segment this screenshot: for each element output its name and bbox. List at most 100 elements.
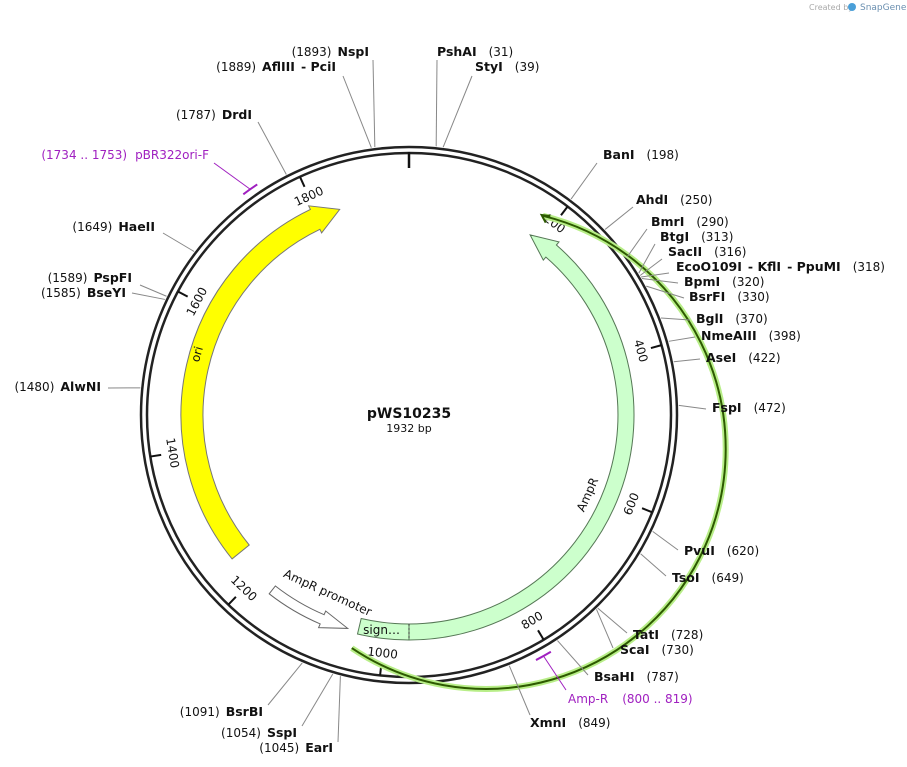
enzyme-leader	[639, 258, 663, 276]
enzyme-position: (1054)	[221, 726, 261, 740]
enzyme-name: AlwNI	[60, 379, 101, 394]
enzyme-leader	[570, 162, 598, 200]
enzyme-name: PvuI	[684, 543, 715, 558]
tick-label: 800	[519, 609, 546, 633]
enzyme-position: (1787)	[176, 108, 216, 122]
enzyme-position: (320)	[732, 275, 764, 289]
tick-label: 1400	[163, 437, 182, 469]
enzyme-position: (787)	[647, 670, 679, 684]
enzyme-leader	[442, 75, 473, 148]
enzyme-label: FspI (472)	[712, 400, 786, 415]
enzyme-leader	[508, 665, 531, 716]
enzyme-label: (1589) PspFI	[48, 270, 132, 285]
logo	[848, 3, 856, 11]
enzyme-leader	[596, 609, 614, 649]
enzyme-label: SacII (316)	[668, 244, 746, 259]
enzyme-position: (1589)	[48, 271, 88, 285]
enzyme-name: ScaI	[620, 642, 650, 657]
enzyme-leader	[646, 285, 685, 299]
enzyme-name: PshAI	[437, 44, 477, 59]
enzyme-label: (1054) SspI	[221, 725, 297, 740]
enzyme-name: FspI	[712, 400, 742, 415]
enzyme-name: BpmI	[684, 274, 720, 289]
enzyme-position: (620)	[727, 544, 759, 558]
enzyme-position: (1480)	[14, 380, 54, 394]
enzyme-name: - KflI	[748, 259, 781, 274]
enzyme-label: (1649) HaeII	[72, 219, 155, 234]
enzyme-name: SacII	[668, 244, 702, 259]
enzyme-leader	[652, 530, 679, 551]
enzyme-label: BsrFI (330)	[689, 289, 770, 304]
primer-mark	[535, 650, 552, 661]
enzyme-leader	[627, 228, 648, 257]
enzyme-leader	[139, 284, 167, 297]
enzyme-name: BsaHI	[594, 669, 635, 684]
backbone-outer	[139, 145, 679, 685]
feature-signal	[356, 617, 410, 641]
enzyme-name: - PciI	[301, 59, 336, 74]
primer-label: (1734 .. 1753) pBR322ori-F	[41, 148, 209, 162]
feature-label: ori	[188, 345, 206, 364]
enzyme-leader	[337, 676, 341, 743]
enzyme-position: (849)	[578, 716, 610, 730]
enzyme-label: BglI (370)	[696, 311, 768, 326]
enzyme-leader	[435, 59, 438, 147]
enzyme-name: EarI	[305, 740, 333, 755]
enzyme-position: (728)	[671, 628, 703, 642]
enzyme-leader	[640, 272, 670, 278]
watermark-brand: SnapGene	[860, 3, 907, 13]
feature-ori	[180, 205, 341, 560]
enzyme-leader	[641, 277, 679, 284]
enzyme-label: (1091) BsrBI	[180, 704, 263, 719]
enzyme-leader	[678, 404, 707, 410]
enzyme-position: (290)	[696, 215, 728, 229]
enzyme-name: AflIII	[262, 59, 295, 74]
orf-line	[351, 214, 727, 690]
enzyme-position: (1889)	[216, 60, 256, 74]
enzyme-leader	[131, 292, 166, 300]
enzyme-leader	[267, 662, 303, 706]
enzyme-label: (1893) NspI	[292, 44, 369, 59]
enzyme-label: XmnI (849)	[530, 715, 611, 730]
primer-mark	[242, 183, 258, 196]
primer-leader	[213, 162, 251, 190]
tick	[227, 596, 237, 606]
enzyme-label: PshAI (31)	[437, 44, 513, 59]
feature-label: sign…	[363, 623, 400, 637]
primer-range: (1734 .. 1753)	[41, 148, 127, 162]
enzyme-leader	[660, 317, 691, 321]
feature-promoter	[268, 585, 350, 629]
feature-ampr	[408, 234, 635, 641]
enzyme-label: (1585) BseYI	[41, 285, 126, 300]
tick	[299, 176, 306, 188]
enzyme-name: AhdI	[636, 192, 668, 207]
enzyme-leader	[342, 75, 372, 148]
enzyme-label: (1045) EarI	[259, 740, 333, 755]
primer-name: Amp-R	[568, 692, 608, 706]
enzyme-position: (1585)	[41, 286, 81, 300]
tick-label: 1000	[367, 644, 399, 661]
enzyme-position: (398)	[769, 329, 801, 343]
primer-label: Amp-R (800 .. 819)	[568, 692, 693, 706]
enzyme-label: BtgI (313)	[660, 229, 733, 244]
enzyme-position: (1649)	[72, 220, 112, 234]
enzyme-position: (649)	[712, 571, 744, 585]
enzyme-name: NspI	[337, 44, 369, 59]
enzyme-leader	[604, 206, 634, 230]
enzyme-label: BpmI (320)	[684, 274, 764, 289]
enzyme-name: AseI	[706, 350, 736, 365]
enzyme-leader	[638, 243, 656, 274]
enzyme-leader	[557, 640, 589, 676]
enzyme-label: EcoO109I - KflI - PpuMI (318)	[676, 259, 885, 274]
enzyme-position: (198)	[647, 148, 679, 162]
enzyme-leader	[162, 232, 195, 252]
enzyme-label: TsoI (649)	[672, 570, 744, 585]
plasmid-name: pWS10235	[367, 406, 451, 422]
enzyme-label: BanI (198)	[603, 147, 679, 162]
enzyme-position: (316)	[714, 245, 746, 259]
tick	[150, 453, 162, 458]
enzyme-label: (1889) AflIII - PciI	[216, 59, 336, 74]
watermark-prefix: Created by	[809, 3, 853, 12]
enzyme-name: PspFI	[93, 270, 132, 285]
